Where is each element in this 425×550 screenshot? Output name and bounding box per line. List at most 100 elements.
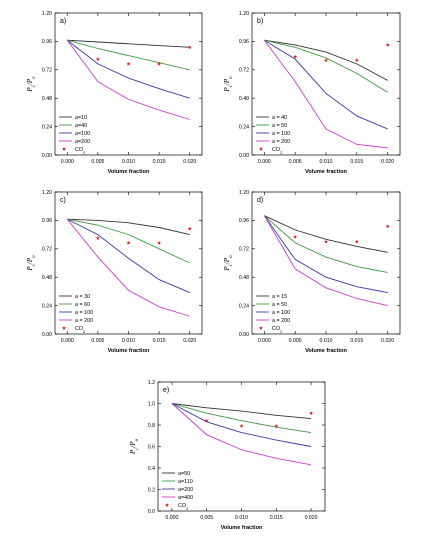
series-line-2 bbox=[171, 403, 312, 433]
y-axis-label: Pc/Po bbox=[223, 255, 234, 272]
x-tick-label: 0.020 bbox=[381, 338, 394, 344]
chart-panel-3: 0.00 0.24 0.48 0.72 0.96 1.20 0.000 0.005 0.010 0… bbox=[26, 190, 203, 354]
legend-label-part: 2 bbox=[280, 149, 283, 154]
y-axis-label: Pc/Po bbox=[26, 255, 37, 272]
x-tick-label: 0.010 bbox=[320, 338, 333, 344]
legend-label: a = 40 bbox=[272, 115, 287, 121]
x-tick-label: 0.010 bbox=[320, 159, 333, 165]
y-tick-label: 0.24 bbox=[239, 303, 249, 309]
y-tick-label: 0.72 bbox=[42, 247, 52, 253]
y-axis-label-part: P bbox=[223, 87, 231, 93]
legend-label-part: CO bbox=[178, 503, 186, 509]
chart-panel-5: 0.0 0.2 0.4 0.6 0.8 1.0 1.2 0.000 0.005 0.010 0.01… bbox=[129, 380, 326, 531]
legend-label-part: CO bbox=[75, 147, 83, 153]
y-axis-label-part: c bbox=[135, 447, 140, 450]
series-line-4 bbox=[66, 218, 190, 317]
x-tick-label: 0.000 bbox=[165, 515, 178, 521]
legend-star-swatch bbox=[62, 325, 66, 330]
y-axis-label-part: /P bbox=[223, 78, 231, 86]
y-tick-label: 1.20 bbox=[42, 11, 52, 17]
series-line-1 bbox=[264, 39, 388, 81]
series-line-1 bbox=[67, 39, 190, 48]
x-axis-label: Volume fraction bbox=[221, 525, 263, 531]
y-tick-label: 0.00 bbox=[42, 153, 52, 159]
x-tick-label: 0.000 bbox=[258, 159, 271, 165]
y-axis-label-part: P bbox=[26, 87, 34, 93]
x-tick-label: 0.010 bbox=[122, 338, 135, 344]
y-axis-label: Pc/Po bbox=[223, 76, 234, 93]
panel-label: c) bbox=[60, 197, 66, 204]
legend-label: a=10 bbox=[75, 115, 87, 121]
legend-label: a = 200 bbox=[272, 318, 290, 324]
chart-panel-4: 0.00 0.24 0.48 0.72 0.96 1.20 0.000 0.005 0.010 0… bbox=[223, 190, 401, 354]
legend-label-part: 2 bbox=[83, 328, 86, 333]
legend-label: a=50 bbox=[178, 471, 190, 477]
y-tick-label: 1.20 bbox=[42, 190, 52, 196]
co2-point bbox=[309, 411, 314, 415]
x-tick-label: 0.000 bbox=[61, 338, 74, 344]
legend-label: a = 60 bbox=[75, 302, 90, 308]
x-tick-label: 0.005 bbox=[289, 159, 302, 165]
x-tick-label: 0.020 bbox=[183, 338, 196, 344]
series-line-3 bbox=[264, 39, 388, 130]
legend-label-part: CO bbox=[272, 147, 280, 153]
y-tick-label: 1.20 bbox=[239, 190, 249, 196]
y-tick-label: 0.48 bbox=[239, 96, 249, 102]
legend-label-co2: CO2 bbox=[75, 147, 86, 155]
x-tick-label: 0.015 bbox=[350, 338, 363, 344]
y-tick-label: 0.72 bbox=[239, 247, 249, 253]
series-line-4 bbox=[171, 403, 312, 466]
y-axis-label-part: P bbox=[26, 266, 34, 272]
legend-label-part: 2 bbox=[186, 505, 189, 510]
y-tick-label: 1.20 bbox=[239, 11, 249, 17]
y-tick-label: 0.48 bbox=[42, 96, 52, 102]
co2-point bbox=[293, 54, 298, 59]
y-tick-label: 0.24 bbox=[42, 124, 52, 130]
y-tick-label: 0.00 bbox=[42, 332, 52, 338]
series-line-3 bbox=[67, 218, 190, 293]
legend-label: a=100 bbox=[75, 131, 90, 137]
legend-label-part: 2 bbox=[280, 328, 283, 333]
y-tick-label: 0.96 bbox=[239, 218, 249, 224]
legend-label-part: CO bbox=[75, 326, 83, 332]
legend-star-swatch bbox=[165, 502, 169, 507]
x-tick-label: 0.000 bbox=[61, 159, 74, 165]
x-tick-label: 0.000 bbox=[258, 338, 271, 344]
y-axis-label-part: c bbox=[229, 263, 234, 266]
series-line-3 bbox=[263, 215, 388, 294]
legend-label: a = 100 bbox=[75, 310, 93, 316]
legend-label: a = 30 bbox=[75, 294, 90, 300]
series-line-2 bbox=[67, 218, 190, 264]
x-tick-label: 0.010 bbox=[235, 515, 248, 521]
legend-label-part: 2 bbox=[83, 149, 86, 154]
co2-point bbox=[324, 239, 328, 244]
legend-label-co2: CO2 bbox=[178, 503, 189, 511]
legend-label-co2: CO2 bbox=[272, 147, 283, 155]
co2-point bbox=[324, 58, 328, 63]
y-axis-label-part: o bbox=[32, 76, 37, 79]
co2-point bbox=[157, 61, 162, 66]
co2-point bbox=[354, 239, 359, 244]
co2-point bbox=[126, 240, 131, 245]
panel-label: b) bbox=[257, 18, 263, 25]
y-tick-label: 0.2 bbox=[148, 487, 155, 493]
x-axis-label: Volume fraction bbox=[305, 348, 347, 354]
chart-panel-1: 0.00 0.24 0.48 0.72 0.96 1.20 0.000 0.005 0.010 0… bbox=[26, 11, 203, 175]
series-line-2 bbox=[67, 39, 190, 71]
series-line-3 bbox=[171, 403, 312, 447]
legend-label: a = 200 bbox=[75, 318, 93, 324]
legend-label: a = 100 bbox=[272, 310, 290, 316]
y-tick-label: 0.48 bbox=[239, 275, 249, 281]
y-tick-label: 0.72 bbox=[42, 68, 52, 74]
series-line-1 bbox=[264, 215, 388, 253]
legend-label: a = 50 bbox=[272, 302, 287, 308]
y-axis-label-part: /P bbox=[129, 441, 137, 449]
x-tick-label: 0.015 bbox=[350, 159, 363, 165]
legend-star-swatch bbox=[62, 146, 66, 151]
y-axis-label-part: o bbox=[135, 438, 140, 441]
legend-label: a = 100 bbox=[272, 131, 290, 137]
y-axis-label-part: o bbox=[32, 255, 37, 258]
co2-point bbox=[95, 236, 100, 240]
x-axis-label: Volume fraction bbox=[305, 169, 347, 175]
series-line-4 bbox=[263, 39, 388, 149]
